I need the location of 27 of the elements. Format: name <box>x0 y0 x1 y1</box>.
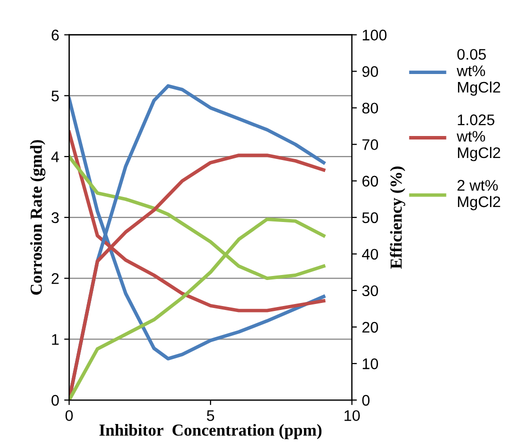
legend-label: 0.05 wt% MgCl2 <box>456 48 500 96</box>
x-tick-label: 0 <box>65 410 73 422</box>
x-axis-title: Inhibitor Concentration (ppm) <box>99 424 322 440</box>
y-tick-label: 0 <box>52 394 59 406</box>
y2-axis-title: Efficiency (%) <box>390 166 406 269</box>
y-axis-title: Corrosion Rate (gmd) <box>30 140 46 295</box>
y2-tick-label: 50 <box>362 212 378 224</box>
y2-tick-label: 0 <box>362 394 370 406</box>
y-tick-label: 5 <box>52 90 59 102</box>
y2-tick-label: 80 <box>362 102 378 114</box>
y2-tick-label: 40 <box>362 248 378 260</box>
y2-tick-label: 100 <box>362 30 387 40</box>
legend-label: 2 wt% MgCl2 <box>458 180 500 210</box>
y2-tick-label: 70 <box>362 139 378 150</box>
x-tick-label: 10 <box>344 410 360 422</box>
y-tick-label: 2 <box>52 273 59 284</box>
y-tick-label: 6 <box>52 30 59 40</box>
x-tick-label: 5 <box>206 410 214 422</box>
y2-tick-label: 60 <box>362 176 378 187</box>
legend-label: 1.025 wt% MgCl2 <box>456 114 500 162</box>
y2-tick-label: 10 <box>362 358 378 370</box>
y2-tick-label: 30 <box>362 285 378 296</box>
y2-tick-label: 90 <box>362 66 378 77</box>
y2-tick-label: 20 <box>362 322 378 333</box>
y-tick-label: 1 <box>52 334 59 345</box>
y-tick-label: 4 <box>51 152 59 162</box>
y-tick-label: 3 <box>52 212 59 224</box>
